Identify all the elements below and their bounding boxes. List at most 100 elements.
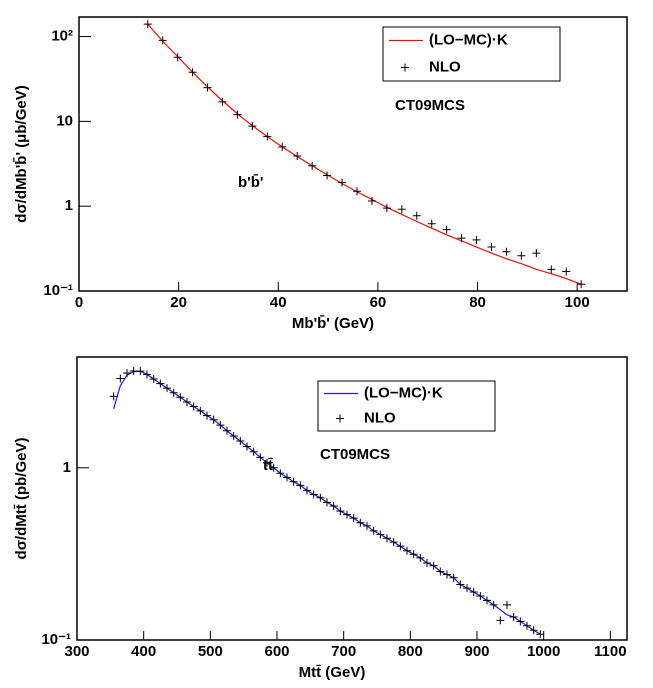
data-point <box>196 406 205 415</box>
data-point <box>243 442 251 451</box>
legend-box <box>317 380 496 432</box>
series-line <box>147 23 582 285</box>
legend-label: NLO <box>429 58 461 75</box>
data-point <box>516 617 525 626</box>
data-point <box>529 626 538 635</box>
data-point <box>143 20 152 29</box>
data-point <box>116 374 125 383</box>
data-point <box>338 178 347 187</box>
data-point <box>487 243 496 252</box>
data-point <box>562 267 571 276</box>
data-point <box>149 374 158 383</box>
x-tick-label: 80 <box>469 294 486 311</box>
annotation: CT09MCS <box>320 446 390 463</box>
data-point <box>476 592 485 601</box>
legend-label: NLO <box>364 409 396 426</box>
data-point <box>263 132 272 141</box>
data-point <box>412 211 421 220</box>
y-tick-label: 1 <box>63 459 71 476</box>
x-tick-label: 900 <box>464 643 489 660</box>
data-point <box>263 458 271 467</box>
data-point <box>443 570 451 579</box>
data-point <box>416 553 425 562</box>
data-point <box>496 616 505 625</box>
data-point <box>369 526 378 535</box>
data-point <box>293 152 302 161</box>
data-point <box>382 204 391 213</box>
data-point <box>296 481 305 490</box>
annotation: b'b̄' <box>238 173 263 191</box>
data-point <box>223 426 231 435</box>
x-tick-label: 400 <box>131 643 156 660</box>
data-point <box>509 613 518 622</box>
data-point <box>308 161 317 170</box>
y-axis-title: dσ/dMb'b̄' (μb/GeV) <box>12 85 30 222</box>
x-tick-label: 40 <box>270 294 287 311</box>
data-point <box>189 402 198 411</box>
data-point <box>136 367 145 376</box>
data-point <box>329 502 338 511</box>
data-point <box>396 542 405 551</box>
data-point <box>349 514 358 523</box>
data-point <box>289 477 298 486</box>
data-point <box>376 530 385 539</box>
data-point <box>183 398 191 407</box>
x-tick-label: 500 <box>198 643 223 660</box>
data-point <box>343 510 351 519</box>
data-point <box>456 580 465 589</box>
x-tick-label: 100 <box>565 294 590 311</box>
data-point <box>469 587 478 596</box>
data-point <box>283 473 291 482</box>
legend-marker <box>401 63 409 72</box>
data-point <box>536 630 545 639</box>
data-point <box>156 379 165 388</box>
data-point <box>577 280 586 289</box>
x-tick-label: 1000 <box>527 643 560 660</box>
data-point <box>427 219 436 228</box>
data-point <box>472 235 481 244</box>
legend-box <box>382 26 561 82</box>
x-tick-label: 1100 <box>594 643 627 660</box>
plot-frame <box>78 16 628 292</box>
legend-label: (LO−MC)·K <box>364 384 443 401</box>
y-tick-label: 1 <box>65 197 73 214</box>
data-point <box>123 369 131 378</box>
x-tick-label: 20 <box>170 294 187 311</box>
data-point <box>188 68 197 77</box>
data-point <box>397 205 406 214</box>
data-point <box>269 463 278 472</box>
x-axis-title: Mb'b̄' (GeV) <box>292 314 374 332</box>
x-tick-label: 0 <box>75 294 83 311</box>
legend-marker <box>336 414 344 423</box>
data-point <box>323 171 332 180</box>
data-point <box>236 437 245 446</box>
data-point <box>352 187 361 196</box>
data-point <box>276 469 285 478</box>
data-point <box>436 567 445 576</box>
x-tick-label: 700 <box>331 643 356 660</box>
data-point <box>336 507 345 516</box>
x-tick-label: 300 <box>64 643 89 660</box>
data-point <box>429 561 438 570</box>
data-point <box>143 370 151 379</box>
data-point <box>517 251 526 260</box>
data-point <box>523 621 531 630</box>
data-point <box>363 521 371 530</box>
data-point <box>547 265 556 274</box>
data-point <box>203 83 212 92</box>
data-point <box>483 596 491 605</box>
data-point <box>367 197 376 206</box>
data-point <box>356 518 365 527</box>
data-point <box>109 392 118 401</box>
data-point <box>532 249 541 258</box>
data-point <box>216 421 225 430</box>
data-point <box>173 53 182 62</box>
annotation: tt̄ <box>263 457 273 474</box>
data-point <box>209 415 218 424</box>
y-tick-label: 10² <box>51 28 73 45</box>
x-axis-title: Mtt̄ (GeV) <box>299 664 366 681</box>
plot-frame <box>76 356 628 641</box>
data-point <box>502 247 511 256</box>
data-point <box>158 36 167 45</box>
data-point <box>457 234 466 243</box>
